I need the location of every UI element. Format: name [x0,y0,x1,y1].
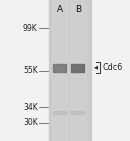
Text: 99K: 99K [23,24,38,33]
Text: Cdc6: Cdc6 [103,63,123,72]
Bar [49,0,91,141]
Text: B: B [75,5,81,14]
Bar [72,111,84,114]
Bar [72,64,84,72]
Bar [52,0,68,141]
Text: 30K: 30K [23,118,38,127]
Bar [53,111,66,114]
Text: A: A [57,5,63,14]
Text: 34K: 34K [23,103,38,112]
Text: 55K: 55K [23,66,38,75]
Bar [53,64,66,72]
Bar [70,0,86,141]
